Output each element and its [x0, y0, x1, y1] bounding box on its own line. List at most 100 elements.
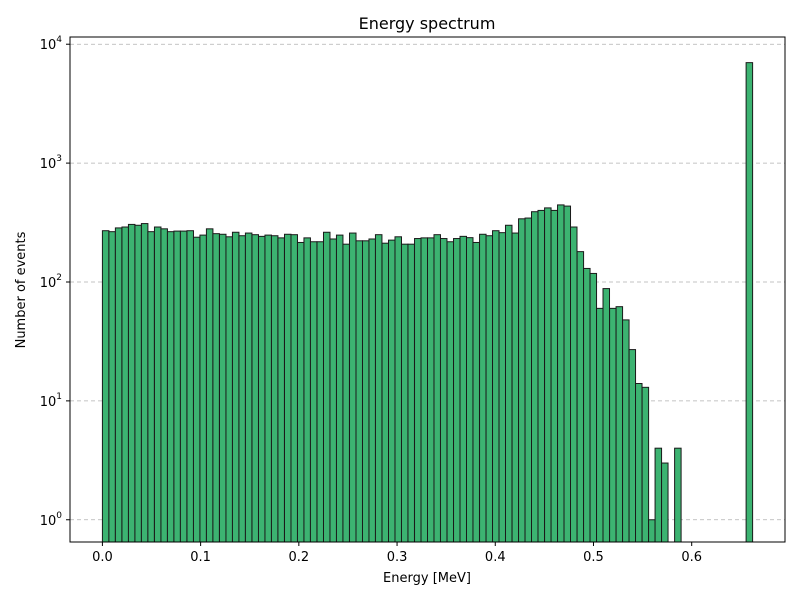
histogram-bar	[134, 224, 142, 543]
histogram-bar	[602, 288, 611, 543]
histogram-bar	[531, 211, 539, 543]
histogram-bar	[420, 237, 429, 543]
histogram-bar	[374, 234, 383, 543]
histogram-bar	[622, 319, 630, 543]
histogram-bar	[465, 237, 474, 543]
histogram-bar	[472, 241, 480, 543]
histogram-bar	[179, 230, 188, 543]
histogram-bar	[225, 236, 233, 543]
y-tick-label: 102	[40, 273, 62, 291]
histogram-bar	[583, 267, 591, 543]
histogram-bar	[550, 209, 559, 543]
histogram-bar	[316, 241, 325, 543]
histogram-bar	[114, 227, 123, 543]
histogram-bar	[296, 241, 305, 543]
histogram-bar	[153, 226, 162, 543]
y-tick-label: 101	[40, 392, 62, 410]
plot-frame	[69, 36, 786, 543]
histogram-bar	[511, 232, 520, 543]
histogram-bar	[745, 62, 754, 543]
histogram-bar	[570, 226, 578, 543]
y-axis-label: Number of events	[14, 231, 29, 348]
histogram-bar	[290, 234, 298, 543]
histogram-bar	[127, 223, 136, 543]
histogram-bar	[628, 349, 637, 543]
histogram-bar	[218, 233, 227, 543]
histogram-bars	[101, 62, 754, 543]
histogram-bar	[427, 237, 435, 543]
histogram-bar	[121, 226, 129, 543]
histogram-bar	[186, 230, 194, 543]
histogram-bar	[453, 238, 461, 543]
histogram-bar	[166, 231, 175, 543]
histogram-bar	[498, 232, 507, 543]
histogram-bar	[101, 230, 110, 543]
histogram-bar	[524, 217, 533, 543]
histogram-bar	[563, 205, 572, 543]
histogram-bar	[596, 307, 604, 543]
histogram-bar	[648, 519, 656, 543]
histogram-bar	[433, 234, 441, 543]
histogram-bar	[251, 234, 259, 543]
histogram-bar	[322, 231, 331, 543]
y-tick-label: 104	[40, 35, 63, 53]
histogram-bar	[394, 236, 402, 543]
histogram-bar	[173, 230, 181, 543]
histogram-bar	[492, 230, 500, 543]
y-tick-label: 100	[40, 511, 63, 529]
histogram-bar	[459, 235, 468, 543]
histogram-bar	[270, 235, 279, 543]
x-axis-label: Energy [MeV]	[383, 571, 471, 586]
histogram-bar	[589, 272, 598, 543]
histogram-bar	[485, 235, 494, 543]
histogram-bar	[108, 231, 116, 543]
histogram-bar	[199, 234, 207, 543]
histogram-bar	[244, 232, 253, 543]
histogram-bar	[264, 234, 272, 543]
y-axis-ticks: 100 101 102 103 104	[40, 35, 70, 529]
histogram-bar	[537, 209, 545, 543]
histogram-bar	[257, 235, 266, 543]
histogram-bar	[635, 383, 643, 543]
histogram-bar	[504, 224, 513, 543]
x-tick-label: 0.3	[387, 550, 408, 565]
histogram-bar	[361, 240, 370, 543]
histogram-bar	[414, 238, 422, 543]
histogram-bar	[381, 242, 390, 543]
x-tick-label: 0.1	[190, 550, 211, 565]
histogram-bar	[349, 232, 357, 543]
histogram-bar	[407, 243, 415, 543]
x-tick-label: 0.4	[485, 550, 506, 565]
histogram-bar	[277, 237, 285, 543]
histogram-bar	[355, 240, 364, 543]
histogram-bar	[140, 223, 149, 543]
x-tick-label: 0.5	[583, 550, 604, 565]
histogram-bar	[446, 241, 455, 543]
histogram-bar	[192, 236, 201, 543]
histogram-bar	[400, 243, 409, 543]
histogram-bar	[335, 234, 344, 543]
y-tick-label: 103	[40, 154, 62, 172]
histogram-bar	[518, 218, 526, 543]
chart-title: Energy spectrum	[359, 14, 496, 33]
histogram-bar	[160, 228, 168, 543]
histogram-bar	[557, 204, 565, 543]
histogram-bar	[309, 241, 318, 543]
histogram-bar	[576, 251, 585, 543]
histogram-bar	[439, 238, 448, 543]
histogram-bar	[615, 306, 624, 543]
histogram-bar	[479, 233, 487, 543]
histogram-bar	[544, 207, 552, 543]
histogram-bar	[284, 233, 292, 543]
histogram-bar	[212, 233, 220, 543]
histogram-bar	[654, 447, 663, 543]
histogram-bar	[303, 237, 311, 543]
histogram-bar	[238, 235, 246, 543]
histogram-bar	[205, 228, 214, 543]
histogram-bar	[329, 238, 337, 543]
histogram-bar	[342, 243, 350, 543]
histogram-bar	[661, 462, 669, 543]
histogram-bar	[231, 231, 240, 543]
histogram-bar	[388, 239, 396, 543]
histogram-bar	[641, 386, 650, 543]
